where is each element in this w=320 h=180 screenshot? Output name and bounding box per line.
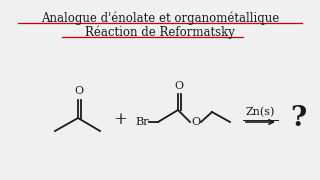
Text: O: O: [191, 117, 201, 127]
Text: Analogue d'énolate et organométallique: Analogue d'énolate et organométallique: [41, 11, 279, 25]
Text: ?: ?: [290, 105, 306, 132]
Text: Réaction de Reformatsky: Réaction de Reformatsky: [85, 25, 235, 39]
Text: O: O: [174, 81, 184, 91]
Text: Br: Br: [135, 117, 148, 127]
Text: +: +: [113, 111, 127, 129]
Text: Zn(s): Zn(s): [246, 107, 275, 117]
Text: O: O: [75, 86, 84, 96]
